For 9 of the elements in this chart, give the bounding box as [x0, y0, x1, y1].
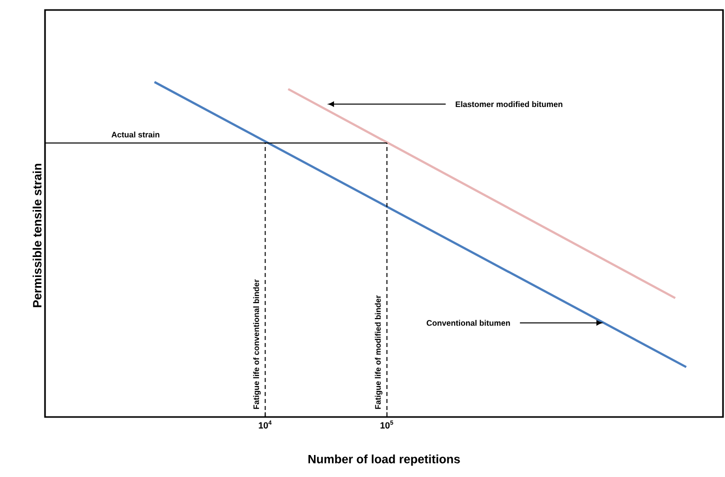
annotation: Conventional bitumen	[426, 320, 510, 326]
y-axis-title: Permissible tensile strain	[32, 164, 42, 308]
ref-line-label: Fatigue life of conventional binder	[253, 279, 261, 409]
x-tick-label: 10$^{5}$	[380, 420, 394, 429]
annotation: Elastomer modified bitumen	[456, 101, 562, 108]
x-axis-title: Number of load repetitions	[308, 454, 460, 466]
ref-line-label: Fatigue life of modified binder	[374, 295, 382, 409]
x-tick-label: 10$^{4}$	[258, 420, 272, 429]
annotation: Actual strain	[112, 132, 160, 138]
